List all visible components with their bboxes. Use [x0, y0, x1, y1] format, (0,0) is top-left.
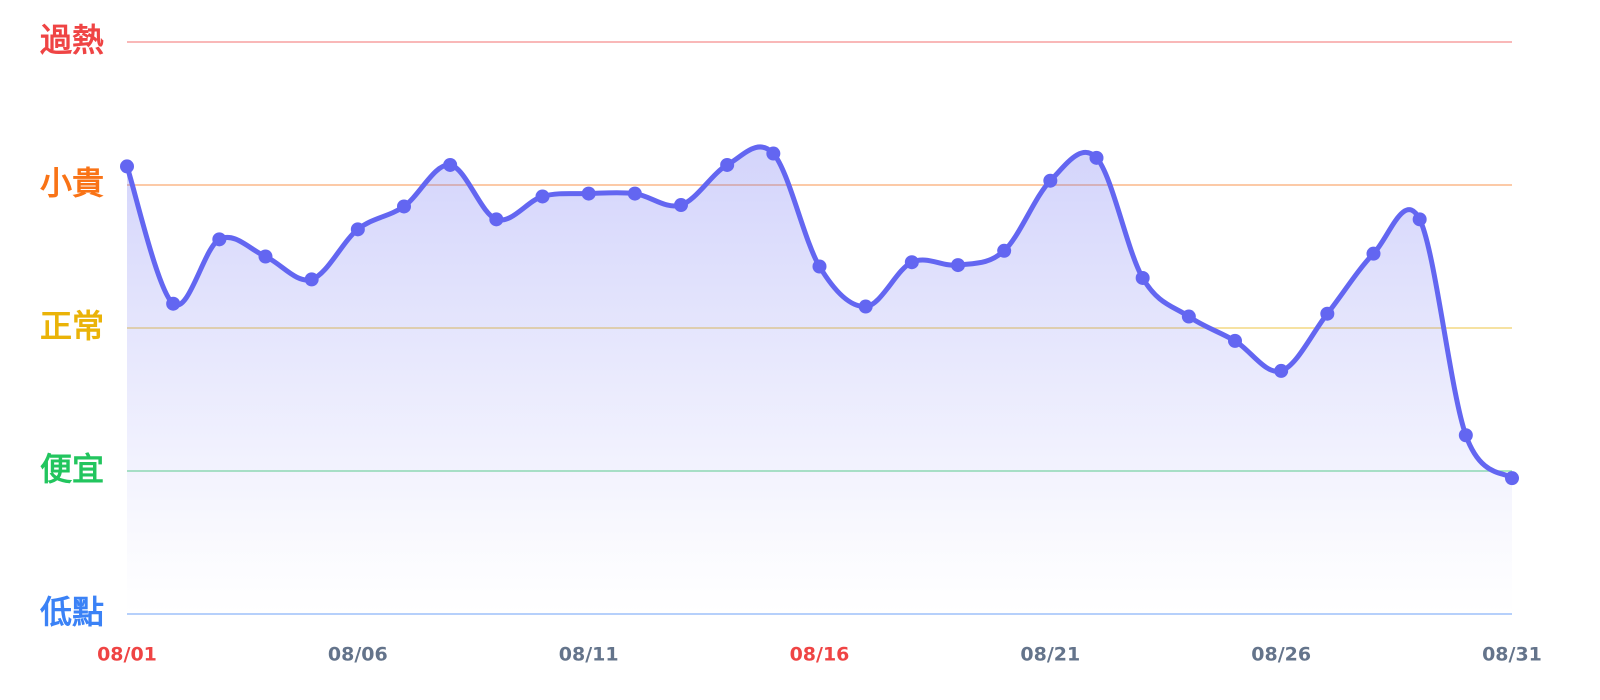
line — [124, 144, 1514, 481]
point — [951, 258, 965, 273]
point — [304, 272, 319, 287]
point — [720, 157, 735, 172]
point — [120, 159, 134, 174]
point — [674, 198, 688, 213]
x-tick-label: 08/21 — [1020, 644, 1080, 666]
point — [489, 212, 504, 227]
y-tick-label: 便宜 — [40, 450, 104, 488]
point — [997, 243, 1012, 258]
point — [258, 249, 273, 264]
point — [858, 299, 873, 314]
y-tick-label: 小貴 — [40, 164, 104, 202]
y-tick-label: 過熱 — [40, 21, 104, 59]
point — [812, 259, 827, 274]
point — [212, 232, 227, 247]
y-tick-label: 正常 — [40, 307, 104, 345]
point — [1366, 246, 1381, 261]
point — [1320, 306, 1335, 321]
point — [397, 199, 411, 214]
x-tick-label: 08/01 — [97, 644, 157, 666]
x-tick-label: 08/11 — [559, 644, 619, 666]
y-tick-label: 低點 — [40, 593, 104, 631]
point — [443, 157, 458, 172]
point — [766, 146, 781, 161]
point — [904, 255, 919, 270]
area — [127, 146, 1512, 614]
point — [1043, 173, 1058, 188]
point — [1181, 309, 1196, 324]
point — [1089, 150, 1104, 165]
point — [1458, 428, 1473, 443]
point — [1505, 471, 1519, 486]
x-tick-label: 08/06 — [328, 644, 388, 666]
point — [1228, 333, 1242, 348]
x-tick-label: 08/31 — [1482, 644, 1542, 666]
x-tick-label: 08/16 — [790, 644, 850, 666]
point — [1412, 212, 1427, 227]
point — [1274, 363, 1289, 378]
point — [581, 186, 596, 201]
point — [166, 296, 181, 311]
x-tick-label: 08/26 — [1251, 644, 1311, 666]
point — [1135, 270, 1150, 285]
point — [350, 222, 365, 237]
point — [627, 186, 642, 201]
point — [535, 189, 550, 204]
